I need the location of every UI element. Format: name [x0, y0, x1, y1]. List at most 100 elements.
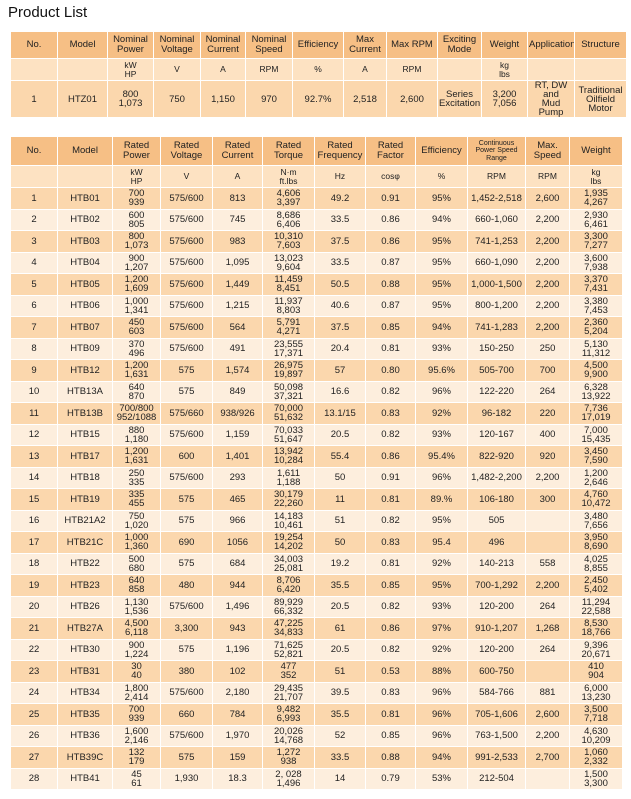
table-cell: 881: [525, 681, 570, 704]
table-cell: Efficiency: [292, 31, 344, 59]
table-row: 11 HTB13B 700/800 952/1088 575/660 938/926 70,…: [10, 402, 623, 425]
cell-line: 3,300: [584, 777, 608, 789]
cell-line: 70,033: [273, 424, 304, 436]
table-cell: 0.85: [365, 574, 416, 597]
table-cell: 106-180: [467, 488, 526, 511]
table-cell: 96-182: [467, 402, 526, 425]
table-cell: 3,450 7,590: [569, 445, 623, 468]
table-cell: 2,518: [343, 80, 387, 118]
cell-line: 3,300: [584, 231, 608, 243]
cell-line: 1,200: [124, 360, 149, 372]
table-cell: 4,025 8,855: [569, 552, 623, 575]
cell-line: 9,482: [276, 704, 301, 716]
cell-line: 45: [131, 768, 142, 780]
table-cell: 95%: [415, 187, 468, 210]
table-cell: 3,380 7,453: [569, 294, 623, 317]
cell-line: 29,435: [273, 682, 304, 694]
table-cell: 13,023 9,604: [262, 251, 315, 274]
table-cell: 1,095: [212, 251, 263, 274]
table-cell: 2,930 6,461: [569, 208, 623, 231]
cell-line: 10,284: [273, 455, 304, 467]
table-cell: 690: [160, 531, 213, 554]
table-cell: 89,929 66,332: [262, 595, 315, 618]
table-row: 9 HTB12 1,200 1,631 575 1,574 26,975 19,897 57 0.…: [10, 359, 623, 382]
table-cell: 11,459 8,451: [262, 273, 315, 296]
cell-line: 680: [128, 562, 145, 574]
cell-line: 17,019: [581, 412, 611, 424]
cell-line: 14,768: [273, 734, 304, 746]
cell-line: 477: [280, 661, 297, 673]
cell-line: 19,254: [273, 532, 304, 544]
cell-line: 1,000: [124, 295, 149, 307]
table-cell: 8: [10, 337, 58, 360]
table-cell: 96%: [415, 380, 468, 403]
table-cell: 575: [160, 638, 213, 661]
table-cell: 558: [525, 552, 570, 575]
page-title: Product List: [8, 4, 88, 21]
table-cell: 944: [212, 574, 263, 597]
table-cell: 750: [153, 80, 201, 118]
table-cell: 10,310 7,603: [262, 230, 315, 253]
table-cell: 25: [10, 703, 58, 726]
table-cell: [437, 58, 482, 81]
cell-line: 7,277: [584, 240, 608, 252]
table-cell: 7,736 17,019: [569, 402, 623, 425]
cell-line: 3,950: [584, 532, 608, 544]
cell-line: 66,332: [273, 605, 304, 617]
table-cell: 1,215: [212, 294, 263, 317]
cell-line: kg: [591, 166, 601, 177]
table-cell: Model: [57, 31, 108, 59]
table-cell: 3: [10, 230, 58, 253]
table-cell: 380: [160, 660, 213, 683]
table-cell: HTB01: [57, 187, 113, 210]
table-cell: 4,500 9,900: [569, 359, 623, 382]
cell-line: 1,611: [276, 467, 301, 479]
table-cell: 250 335: [112, 466, 161, 489]
cell-line: 9,900: [584, 369, 608, 381]
table-cell: 1,482-2,200: [467, 466, 526, 489]
table-cell: %: [292, 58, 344, 81]
table-cell: 575: [160, 552, 213, 575]
cell-line: 800: [122, 89, 139, 100]
table-cell: kW HP: [107, 58, 154, 81]
cell-line: 8,451: [276, 283, 301, 295]
table-cell: HTB12: [57, 359, 113, 382]
cell-line: 1,200: [124, 274, 149, 286]
cell-line: 858: [128, 584, 145, 596]
table-cell: 1,200 2,646: [569, 466, 623, 489]
cell-line: 18,766: [581, 627, 611, 639]
table-cell: Rated Factor: [365, 136, 416, 166]
table-cell: Max. Speed: [525, 136, 570, 166]
cell-line: 7,938: [584, 261, 608, 273]
cell-line: 37,321: [273, 390, 304, 402]
table-cell: 5: [10, 273, 58, 296]
table-row: kW HP V A N·m ft.lbs Hz cosφ% RPM RPM kg lbs: [10, 165, 623, 188]
table-cell: 684: [212, 552, 263, 575]
cell-line: 904: [588, 670, 604, 682]
cell-line: 10,310: [273, 231, 304, 243]
table-cell: 1,200 1,631: [112, 445, 161, 468]
table-cell: 120-200: [467, 638, 526, 661]
cell-line: Mud Pump: [538, 98, 564, 118]
table-cell: 19,254 14,202: [262, 531, 315, 554]
table-cell: 264: [525, 380, 570, 403]
cell-line: 4,630: [584, 725, 608, 737]
table-cell: 575/600: [160, 466, 213, 489]
cell-line: 11,459: [274, 274, 303, 286]
table-cell: 20.5: [314, 595, 366, 618]
table-cell: 39.5: [314, 681, 366, 704]
table-cell: A: [200, 58, 246, 81]
table-cell: HTB09: [57, 337, 113, 360]
table-cell: 300: [525, 488, 570, 511]
cell-line: 1,130: [124, 596, 149, 608]
table-cell: 47,225 34,833: [262, 617, 315, 640]
table-cell: 1,449: [212, 273, 263, 296]
table-cell: 35.5: [314, 703, 366, 726]
table-cell: 2,600: [386, 80, 438, 118]
table-cell: Model: [57, 136, 113, 166]
cell-line: 8,530: [584, 618, 608, 630]
table-cell: 2,360 5,204: [569, 316, 623, 339]
table-cell: 0.83: [365, 681, 416, 704]
table-cell: 575/600: [160, 337, 213, 360]
cell-line: 1,935: [584, 188, 608, 200]
